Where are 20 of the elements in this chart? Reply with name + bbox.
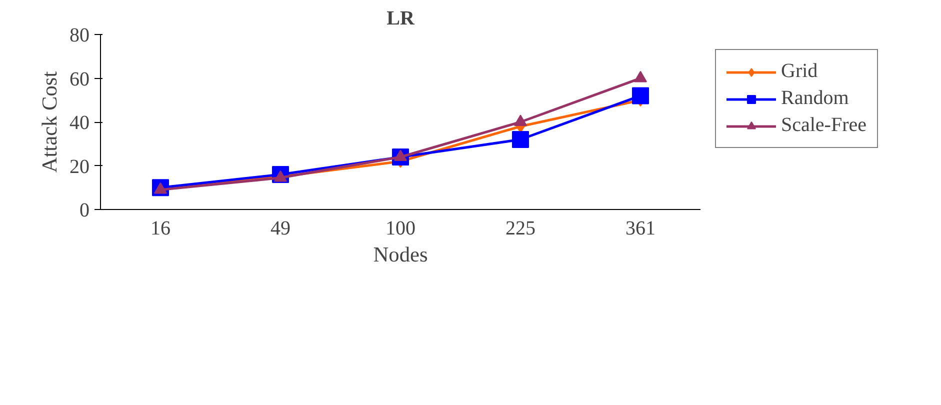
x-tick-label: 225: [506, 218, 536, 240]
y-tick-label: 60: [70, 68, 90, 90]
y-tick-label: 80: [70, 24, 90, 46]
x-tick-label: 16: [150, 218, 170, 240]
y-tick-label: 40: [70, 112, 90, 134]
chart-title: LR: [386, 8, 415, 30]
point: [514, 114, 527, 126]
x-tick-label: 361: [626, 218, 656, 240]
y-tick-label: 0: [80, 200, 90, 222]
legend-label: Scale-Free: [781, 114, 867, 137]
legend-label: Random: [781, 87, 849, 110]
x-axis-title: Nodes: [373, 242, 428, 266]
point: [634, 70, 647, 82]
x-tick-label: 100: [386, 218, 416, 240]
y-tick-label: 20: [70, 156, 90, 178]
legend-label: Grid: [781, 60, 818, 83]
point: [512, 131, 529, 148]
y-axis-title: Attack Cost: [38, 71, 62, 173]
x-tick-label: 49: [270, 218, 290, 240]
point: [632, 87, 649, 104]
